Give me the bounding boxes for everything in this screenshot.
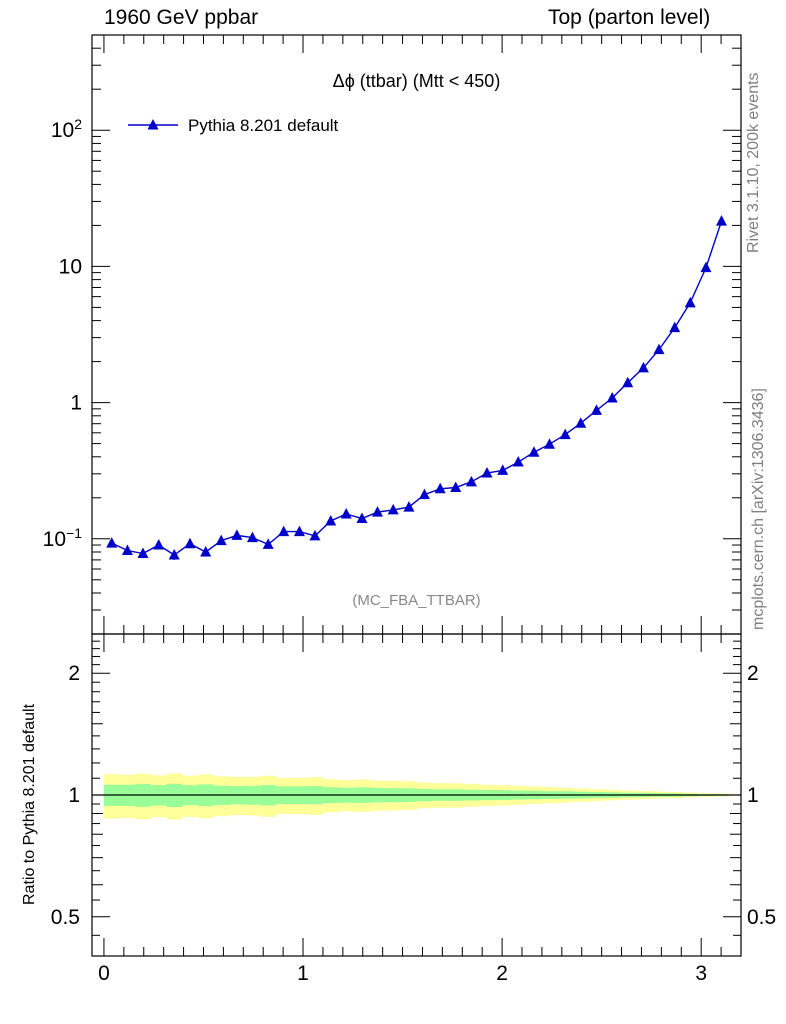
ratio-y-tick-label-left: 1: [68, 784, 80, 807]
series-point: [200, 545, 212, 557]
series-point: [387, 503, 399, 515]
series-point: [653, 343, 665, 355]
analysis-label: (MC_FBA_TTBAR): [352, 592, 480, 609]
series-point: [590, 404, 602, 415]
main-y-tick-label: 10: [59, 255, 82, 278]
ratio-x-tick-label: 0: [98, 962, 110, 985]
series-point: [340, 508, 352, 519]
series-point: [184, 537, 196, 549]
series-point: [465, 475, 477, 487]
series-point: [106, 537, 118, 548]
series-point: [153, 539, 165, 550]
ratio-y-tick-label-right: 2: [747, 662, 759, 685]
series-point: [278, 525, 290, 537]
series-point: [403, 501, 415, 512]
legend-marker: [147, 119, 159, 130]
series-point: [684, 296, 696, 308]
main-y-tick-label: 102: [51, 116, 82, 142]
legend-label: Pythia 8.201 default: [188, 116, 339, 135]
series-point: [637, 361, 649, 373]
series-point: [418, 488, 430, 500]
ratio-y-tick-label-left: 2: [68, 662, 80, 685]
main-y-tick-label: 1: [70, 392, 82, 415]
series-point: [121, 544, 133, 556]
series-point: [309, 529, 321, 541]
series-line: [111, 220, 723, 556]
series-point: [700, 261, 712, 273]
ratio-y-tick-label-left: 0.5: [51, 906, 80, 929]
series-point: [606, 392, 618, 403]
series-point: [434, 482, 446, 494]
series-point: [559, 428, 571, 440]
ratio-x-tick-label: 2: [496, 962, 508, 985]
series-point: [575, 417, 587, 428]
main-y-tick-label: 10−1: [43, 525, 83, 551]
ratio-y-tick-label-right: 0.5: [747, 906, 776, 929]
series-point: [622, 376, 634, 388]
series-point: [528, 446, 540, 457]
series-point: [450, 481, 462, 493]
series-point: [512, 456, 524, 467]
series-point: [246, 531, 258, 543]
series-point: [293, 525, 305, 537]
series-point: [137, 547, 149, 558]
series-point: [481, 467, 493, 478]
header-right: Top (parton level): [548, 6, 711, 29]
ratio-x-tick-label: 1: [297, 962, 309, 985]
series-point: [497, 464, 509, 475]
header-left: 1960 GeV ppbar: [104, 6, 259, 29]
series-point: [715, 215, 727, 226]
ratio-y-tick-label-right: 1: [747, 784, 759, 807]
series-point: [168, 549, 180, 560]
series-point: [356, 512, 368, 523]
chart-title: Δϕ (ttbar) (Mtt < 450): [333, 71, 501, 91]
series-point: [371, 506, 383, 517]
series-point: [262, 538, 274, 549]
series-point: [543, 438, 555, 449]
series-point: [231, 529, 243, 540]
series-point: [669, 321, 681, 333]
ratio-x-tick-label: 3: [695, 962, 707, 985]
series-point: [215, 534, 227, 546]
series-point: [325, 515, 337, 526]
